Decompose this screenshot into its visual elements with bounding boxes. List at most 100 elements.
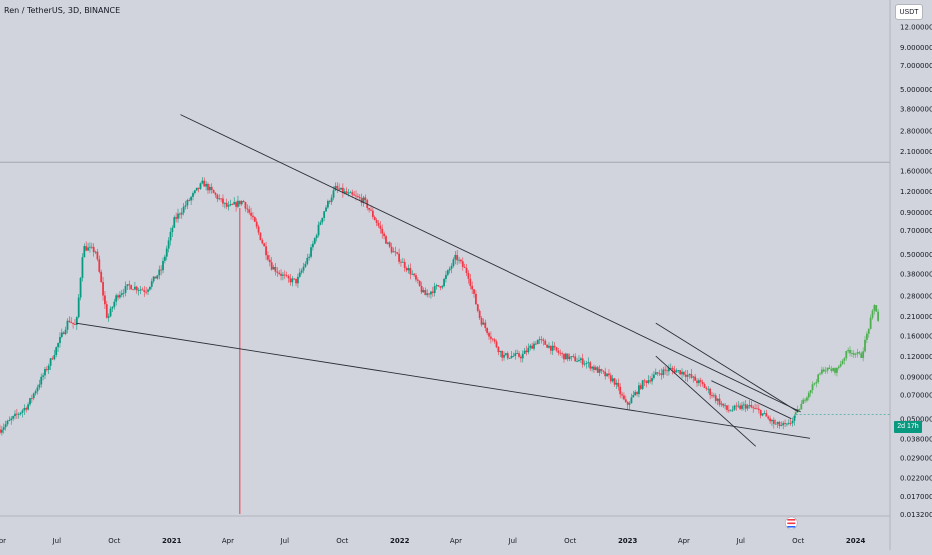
candle-body	[150, 281, 153, 287]
candle-body	[591, 366, 593, 369]
economic-event-icon-stripe	[787, 522, 796, 525]
candle-body	[529, 345, 532, 348]
candle-body	[744, 404, 747, 409]
candle-body	[774, 423, 777, 425]
candle-body	[641, 380, 644, 389]
trendline-channel-upper[interactable]	[655, 322, 799, 413]
candle-body	[705, 387, 708, 389]
candle-body	[199, 183, 202, 189]
candle-body	[621, 394, 623, 396]
trendline-channel-lower[interactable]	[655, 355, 757, 447]
projection-candle-body	[849, 349, 851, 354]
candle-body	[390, 246, 393, 253]
candle-body	[235, 202, 237, 207]
projection-candle-body	[800, 403, 803, 410]
candle-body	[319, 222, 322, 225]
projection-candle-body	[834, 368, 836, 373]
candle-body	[458, 259, 460, 261]
candle-body	[450, 265, 453, 269]
projection-candle-body	[877, 311, 880, 321]
candle-body	[400, 261, 402, 263]
candle-body	[654, 372, 657, 375]
candle-body	[572, 356, 575, 357]
candle-body	[267, 255, 269, 260]
candle-body	[21, 410, 24, 413]
projection-candle-body	[843, 358, 846, 361]
candle-body	[503, 354, 505, 358]
candle-body	[347, 192, 350, 194]
candle-body	[506, 353, 509, 359]
candle-body	[411, 273, 414, 275]
candle-body	[201, 180, 204, 184]
projection-candle-body	[852, 353, 855, 355]
candle-body	[195, 187, 198, 191]
candle-body	[754, 408, 756, 409]
candle-body	[315, 235, 318, 239]
candle-body	[669, 367, 672, 369]
candle-body	[534, 343, 537, 345]
candle-body	[14, 413, 16, 417]
projection-candle-body	[830, 368, 833, 371]
projection-candle-body	[860, 353, 863, 358]
candle-body	[589, 362, 592, 369]
candle-body	[431, 291, 434, 294]
candle-body	[64, 329, 67, 335]
candle-body	[555, 347, 558, 351]
candle-body	[358, 197, 361, 199]
candle-body	[313, 238, 316, 244]
price-tick-label: 9.000000	[900, 44, 932, 52]
candle-body	[413, 273, 415, 276]
candle-body	[75, 317, 78, 325]
candle-body	[504, 353, 507, 355]
candle-body	[83, 246, 86, 258]
candle-body	[227, 205, 230, 207]
projection-candle-body	[815, 382, 818, 384]
candle-body	[371, 210, 374, 217]
price-tick-label: 0.017000	[900, 493, 932, 501]
candle-body	[519, 356, 522, 359]
candle-body	[148, 286, 151, 290]
trendline-breakout-line[interactable]	[711, 380, 792, 420]
candle-body	[463, 266, 466, 268]
candle-body	[525, 350, 528, 353]
trendline-falling-wedge-lower[interactable]	[76, 322, 811, 439]
candle-body	[789, 422, 792, 424]
candle-body	[699, 380, 702, 382]
price-tick-label: 0.120000	[900, 353, 932, 361]
candle-body	[171, 227, 174, 232]
candle-body	[229, 204, 232, 206]
candle-body	[113, 301, 116, 307]
candle-body	[701, 381, 704, 384]
trendline-falling-wedge-upper[interactable]	[180, 114, 801, 413]
projection-candle-body	[822, 369, 825, 372]
candle-body	[493, 339, 496, 342]
candle-body	[707, 388, 710, 390]
candle-body	[173, 217, 176, 228]
candle-body	[368, 208, 371, 210]
projection-candle-body	[828, 367, 831, 369]
candle-body	[167, 240, 170, 249]
candle-body	[252, 215, 254, 218]
candle-body	[98, 259, 101, 272]
candle-body	[714, 395, 717, 401]
price-tick-label: 0.160000	[900, 332, 932, 340]
candle-body	[761, 413, 764, 416]
candle-body	[336, 185, 339, 189]
candle-body	[124, 286, 127, 293]
currency-button[interactable]: USDT	[895, 4, 923, 20]
time-tick-label: Apr	[222, 537, 234, 545]
candle-body	[516, 353, 519, 355]
candle-body	[100, 271, 103, 283]
candle-body	[446, 270, 449, 275]
candle-body	[45, 369, 48, 370]
candle-body	[154, 276, 157, 279]
price-tick-label: 0.090000	[900, 374, 932, 382]
projection-candle-body	[821, 369, 823, 374]
candle-body	[107, 316, 110, 318]
candle-body	[690, 374, 693, 378]
candle-body	[454, 254, 457, 260]
candle-body	[398, 253, 400, 262]
candle-body	[568, 356, 571, 360]
